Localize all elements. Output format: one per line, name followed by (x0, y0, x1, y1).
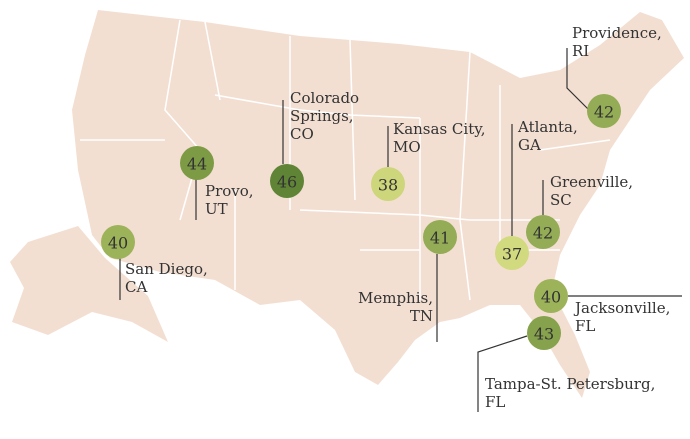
city-label: CA (125, 278, 147, 296)
city-label: Kansas City, (393, 120, 485, 138)
city-label: FL (485, 393, 505, 411)
value-circle (270, 164, 304, 198)
city-label: RI (572, 42, 589, 60)
city-label: Atlanta, (517, 118, 578, 136)
value-label: 42 (533, 224, 553, 243)
value-circle (526, 215, 560, 249)
value-circle (423, 220, 457, 254)
value-label: 37 (502, 245, 522, 264)
city-label: GA (518, 136, 541, 154)
value-circle (587, 94, 621, 128)
city-label: SC (550, 191, 572, 209)
city-marker: San Diego,CA 40 (101, 225, 208, 300)
value-label: 42 (594, 103, 614, 122)
city-label: UT (205, 200, 228, 218)
value-circle (180, 146, 214, 180)
leader-line (566, 48, 590, 111)
city-label: Greenville, (550, 173, 633, 191)
value-label: 38 (378, 176, 398, 195)
city-label: FL (575, 317, 595, 335)
value-circle (101, 225, 135, 259)
city-label: MO (393, 138, 421, 156)
value-circle (495, 236, 529, 270)
city-marker: Greenville,SC 42 (526, 173, 633, 249)
city-marker: Memphis,TN 41 (358, 220, 457, 342)
city-label: Memphis, (358, 289, 433, 307)
city-marker: Atlanta,GA 37 (495, 118, 578, 270)
land (10, 10, 684, 398)
value-label: 41 (430, 229, 450, 248)
value-label: 40 (108, 234, 128, 253)
city-label: Providence, (572, 24, 662, 42)
state-lines (80, 19, 611, 301)
city-label: Jacksonville, (573, 299, 670, 317)
city-label: TN (410, 307, 433, 325)
value-circle (371, 167, 405, 201)
value-label: 44 (187, 155, 207, 174)
city-marker: Provo,UT 44 (180, 146, 254, 220)
value-circle (527, 316, 561, 350)
value-label: 46 (277, 173, 297, 192)
city-label: CO (290, 125, 314, 143)
alaska (10, 226, 168, 342)
city-label: San Diego, (125, 260, 208, 278)
value-label: 43 (534, 325, 554, 344)
city-marker: Providence,RI 42 (566, 24, 662, 128)
contiguous-us (72, 10, 684, 398)
leader-line (477, 335, 528, 412)
city-label: Springs, (290, 107, 354, 125)
city-marker: Kansas City,MO 38 (371, 120, 485, 201)
value-label: 40 (541, 288, 561, 307)
city-marker: Jacksonville,FL 40 (534, 279, 682, 335)
city-label: Colorado (290, 89, 359, 107)
city-label: Provo, (205, 182, 254, 200)
city-label: Tampa-St. Petersburg, (485, 375, 655, 393)
value-circle (534, 279, 568, 313)
